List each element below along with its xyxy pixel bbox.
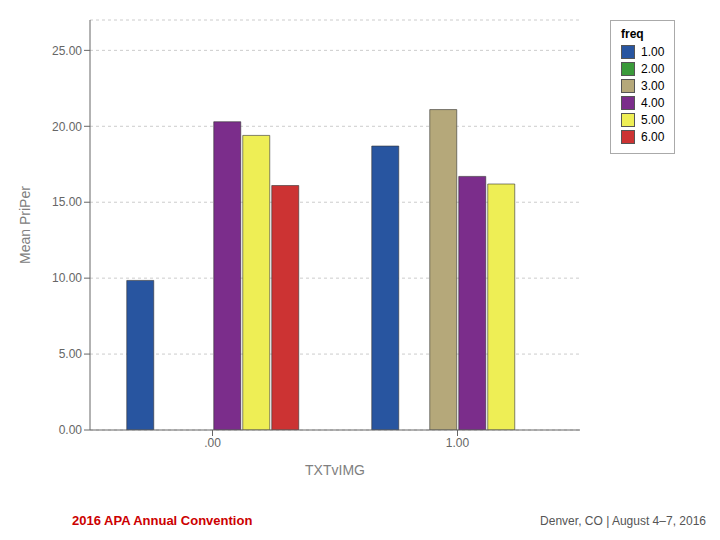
- svg-text:1.00: 1.00: [446, 436, 470, 450]
- svg-text:TXTvIMG: TXTvIMG: [305, 462, 365, 478]
- html-text:3.00: 3.00: [641, 79, 665, 93]
- svg-text:10.00: 10.00: [52, 271, 82, 285]
- svg-text:25.00: 25.00: [52, 44, 82, 58]
- svg-text:0.00: 0.00: [59, 423, 83, 437]
- html-text:2.00: 2.00: [641, 62, 665, 76]
- svg-text:5.00: 5.00: [59, 347, 83, 361]
- svg-text:15.00: 15.00: [52, 195, 82, 209]
- html-text:1.00: 1.00: [641, 45, 665, 59]
- html-text:freq: freq: [621, 27, 644, 41]
- svg-text:20.00: 20.00: [52, 120, 82, 134]
- html-text:2016 APA Annual Convention: 2016 APA Annual Convention: [72, 513, 253, 528]
- svg-text:.00: .00: [204, 436, 221, 450]
- html-text:4.00: 4.00: [641, 96, 665, 110]
- svg-text:Mean PriPer: Mean PriPer: [17, 186, 33, 264]
- html-text:Denver, CO | August 4–7, 2016: Denver, CO | August 4–7, 2016: [540, 514, 706, 528]
- html-text:5.00: 5.00: [641, 113, 665, 127]
- html-text:6.00: 6.00: [641, 130, 665, 144]
